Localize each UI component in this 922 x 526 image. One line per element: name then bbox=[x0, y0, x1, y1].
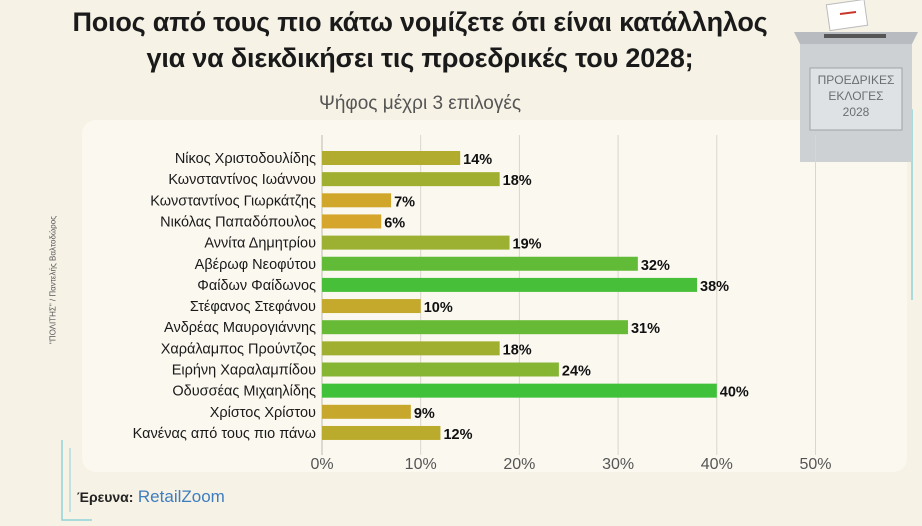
value-label: 31% bbox=[631, 321, 660, 337]
source-label: Έρευνα: bbox=[77, 489, 134, 505]
bar bbox=[322, 425, 441, 440]
category-label: Ειρήνη Χαραλαμπίδου bbox=[172, 363, 316, 379]
ballot-paper bbox=[825, 0, 869, 32]
value-label: 38% bbox=[700, 279, 729, 295]
bar bbox=[322, 320, 628, 335]
x-tick-label: 40% bbox=[701, 456, 733, 473]
value-label: 40% bbox=[720, 385, 749, 401]
bar bbox=[322, 151, 461, 165]
value-label: 18% bbox=[503, 173, 532, 189]
value-label: 7% bbox=[394, 194, 415, 210]
ballot-label-line-1: ΠΡΟΕΔΡΙΚΕΣ bbox=[818, 73, 895, 87]
bar bbox=[322, 277, 698, 292]
category-label: Χαράλαμπος Προύντζος bbox=[161, 341, 316, 357]
ballot-box-slot bbox=[824, 34, 886, 38]
ballot-label-line-2: ΕΚΛΟΓΕΣ bbox=[828, 89, 883, 103]
category-label: Στέφανος Στεφάνου bbox=[190, 299, 316, 315]
bar bbox=[322, 256, 638, 271]
value-label: 24% bbox=[562, 364, 591, 380]
ballot-box-label-frame bbox=[809, 67, 903, 131]
bar bbox=[322, 383, 717, 398]
category-label: Νίκος Χριστοδουλίδης bbox=[175, 151, 316, 167]
bar bbox=[322, 299, 421, 314]
x-tick-label: 50% bbox=[799, 456, 831, 473]
category-label: Φαίδων Φαίδωνος bbox=[197, 278, 316, 294]
chart-subtitle: Ψήφος μέχρι 3 επιλογές bbox=[318, 93, 521, 114]
x-tick-label: 20% bbox=[503, 456, 535, 473]
value-label: 12% bbox=[443, 427, 472, 443]
value-label: 9% bbox=[414, 406, 435, 422]
x-tick-label: 30% bbox=[602, 456, 634, 473]
bar bbox=[322, 214, 382, 229]
ballot-paper-mark bbox=[839, 11, 857, 15]
title-line-2: για να διεκδικήσει τις προεδρικές του 20… bbox=[146, 43, 694, 73]
source-brand: RetailZoom bbox=[137, 487, 225, 506]
category-label: Κανένας από τους πιο πάνω bbox=[133, 426, 316, 442]
category-label: Κωνσταντίνος Γιωρκάτζης bbox=[150, 193, 316, 209]
category-label: Νικόλας Παπαδόπουλος bbox=[160, 214, 316, 230]
category-label: Οδυσσέας Μιχαηλίδης bbox=[172, 384, 316, 400]
value-label: 14% bbox=[463, 152, 492, 168]
category-label: Κωνσταντίνος Ιωάννου bbox=[168, 172, 316, 188]
value-label: 18% bbox=[503, 342, 532, 358]
value-label: 10% bbox=[424, 300, 453, 316]
category-label: Αβέρωφ Νεοφύτου bbox=[195, 257, 316, 273]
value-label: 19% bbox=[513, 237, 542, 253]
bar bbox=[322, 193, 392, 208]
ballot-label-line-3: 2028 bbox=[843, 105, 870, 119]
category-label: Ανδρέας Μαυρογιάννης bbox=[164, 320, 316, 336]
bar bbox=[322, 341, 500, 356]
title-line-1: Ποιος από τους πιο κάτω νομίζετε ότι είν… bbox=[72, 7, 768, 37]
x-tick-label: 10% bbox=[405, 456, 437, 473]
category-label: Αννίτα Δημητρίου bbox=[204, 236, 316, 252]
bar bbox=[322, 235, 510, 250]
bar bbox=[322, 362, 559, 377]
bar bbox=[322, 172, 500, 187]
bar bbox=[322, 404, 411, 419]
category-label: Χρίστος Χρίστου bbox=[210, 405, 316, 421]
chart-title: Ποιος από τους πιο κάτω νομίζετε ότι είν… bbox=[0, 4, 840, 76]
x-tick-label: 0% bbox=[310, 456, 333, 473]
source-note: Έρευνα: RetailZoom bbox=[77, 487, 225, 507]
value-label: 6% bbox=[384, 215, 405, 231]
value-label: 32% bbox=[641, 258, 670, 274]
ballot-box-icon: ΠΡΟΕΔΡΙΚΕΣ ΕΚΛΟΓΕΣ 2028 bbox=[794, 0, 918, 162]
